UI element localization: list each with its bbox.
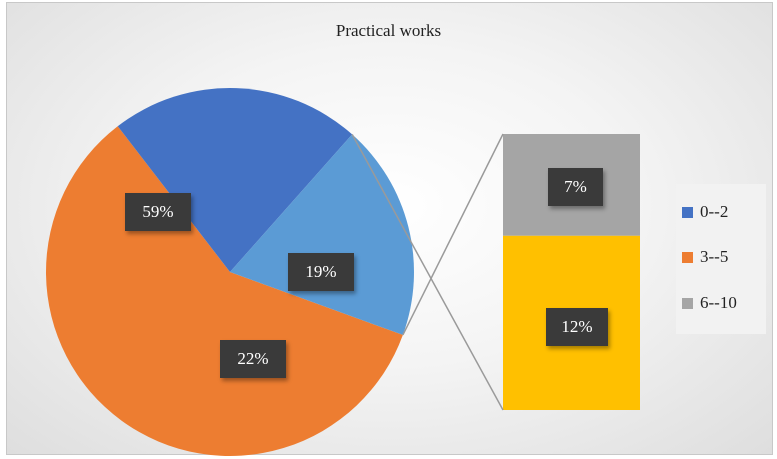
data-label-3-5: 59% — [125, 193, 191, 231]
chart-title: Practical works — [335, 21, 442, 40]
data-label-bar-yellow: 12% — [546, 308, 608, 346]
legend-swatch — [682, 206, 693, 218]
data-label-6-10: 19% — [288, 253, 354, 291]
legend-swatch — [682, 297, 693, 309]
connector-line-0 — [402, 133, 504, 336]
pie-slice-6-10 — [230, 134, 414, 335]
legend-label: 6--10 — [700, 293, 737, 312]
pie-slice-0-2 — [117, 88, 353, 273]
legend: 0--2 3--5 6--10 — [676, 184, 766, 334]
data-label-0-2: 22% — [220, 340, 286, 378]
data-label-bar-gray: 7% — [548, 168, 603, 206]
legend-label: 3--5 — [700, 247, 729, 266]
legend-item-3-5: 3--5 — [682, 247, 728, 267]
legend-swatch — [682, 251, 693, 263]
connector-line-1 — [351, 134, 504, 411]
legend-item-0-2: 0--2 — [682, 202, 728, 222]
legend-item-6-10: 6--10 — [682, 293, 737, 313]
legend-label: 0--2 — [700, 202, 729, 221]
